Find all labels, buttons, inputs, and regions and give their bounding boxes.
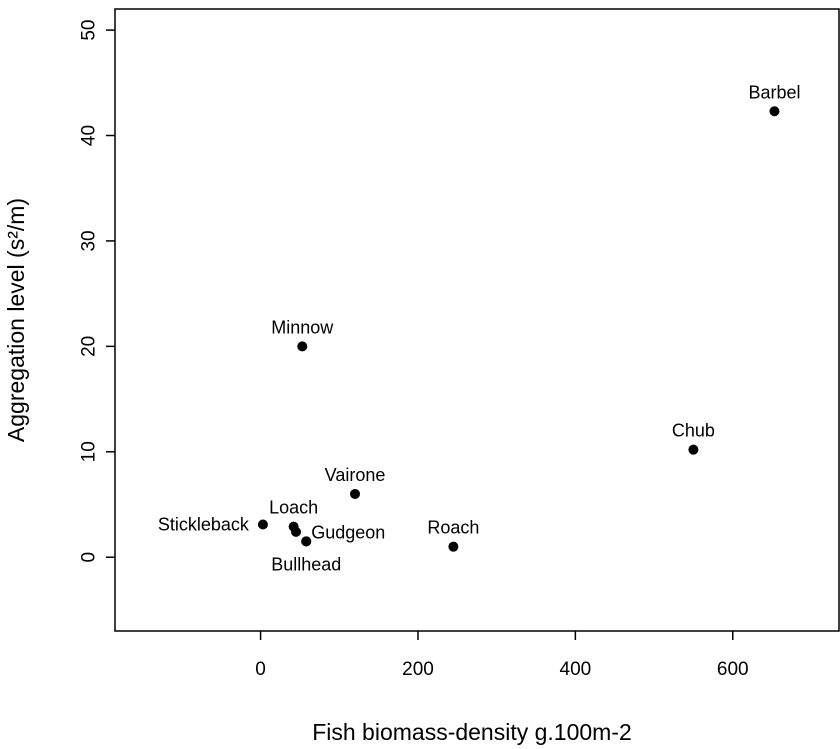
- data-point: [350, 488, 361, 499]
- x-tick-label: 0: [255, 659, 266, 680]
- x-axis-title: Fish biomass-density g.100m-2: [312, 719, 632, 745]
- data-point: [448, 541, 459, 552]
- point-label: Loach: [269, 498, 318, 518]
- x-tick-label: 600: [717, 659, 749, 680]
- data-point: [291, 526, 301, 537]
- data-point: [297, 341, 308, 352]
- point-label: Chub: [672, 421, 715, 441]
- plot-box: [114, 8, 840, 632]
- y-tick-label: 20: [79, 336, 100, 357]
- y-axis-title: Aggregation level (s²/m): [3, 198, 29, 442]
- point-label: Barbel: [748, 82, 800, 102]
- y-tick-label: 40: [79, 125, 100, 146]
- point-label: Roach: [427, 518, 479, 538]
- y-tick-label: 50: [79, 20, 100, 41]
- point-label: Gudgeon: [311, 522, 385, 542]
- data-points: Barbel Minnow Chub Vairone Stickleback Loach G…: [158, 82, 801, 574]
- y-tick-label: 0: [79, 552, 100, 563]
- y-tick-label: 10: [79, 441, 100, 462]
- point-label: Bullhead: [271, 554, 341, 574]
- point-label: Vairone: [325, 465, 386, 485]
- data-point: [301, 536, 312, 547]
- point-label: Stickleback: [158, 515, 250, 535]
- data-point: [769, 106, 780, 117]
- point-label: Minnow: [271, 317, 334, 337]
- data-point: [688, 444, 699, 455]
- data-point: [257, 519, 268, 530]
- x-tick-label: 200: [402, 659, 434, 680]
- x-tick-label: 400: [560, 659, 592, 680]
- y-axis: 0 10 20 30 40 50: [79, 20, 115, 563]
- y-tick-label: 30: [79, 230, 100, 251]
- x-axis: 0 200 400 600: [255, 631, 749, 680]
